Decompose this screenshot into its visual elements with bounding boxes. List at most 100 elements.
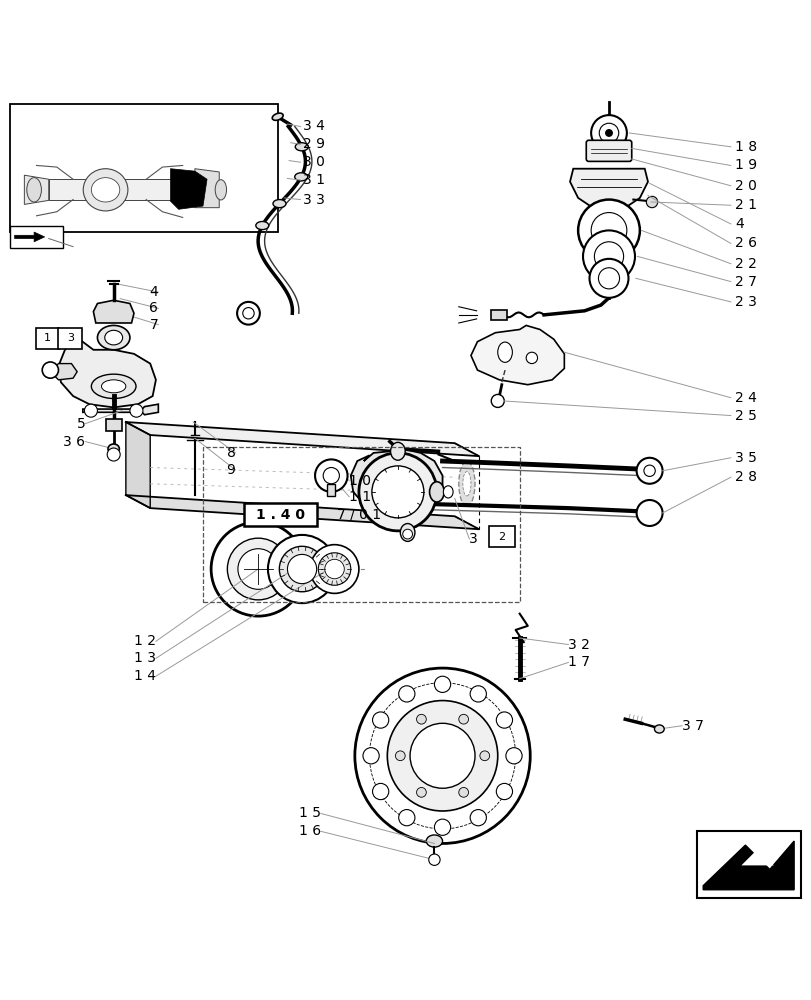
Circle shape (371, 466, 423, 518)
Circle shape (395, 751, 405, 761)
Bar (105, 419, 122, 431)
Bar (10, 104, 277, 232)
Ellipse shape (272, 113, 283, 120)
Text: 2 4: 2 4 (734, 391, 756, 405)
Circle shape (505, 748, 521, 764)
Text: 3 1: 3 1 (303, 173, 324, 187)
Circle shape (416, 787, 426, 797)
Circle shape (582, 230, 634, 282)
Text: 2 2: 2 2 (734, 257, 756, 271)
Circle shape (458, 787, 468, 797)
Ellipse shape (83, 169, 128, 211)
Circle shape (470, 686, 486, 702)
Circle shape (590, 115, 626, 151)
Ellipse shape (654, 725, 663, 733)
Text: 2 0: 2 0 (734, 179, 756, 193)
Text: 1 7: 1 7 (568, 655, 590, 669)
Circle shape (594, 242, 623, 271)
Circle shape (590, 213, 626, 248)
Text: 1 2: 1 2 (134, 634, 156, 648)
Polygon shape (126, 495, 478, 529)
Polygon shape (126, 422, 478, 456)
Ellipse shape (443, 486, 453, 498)
Circle shape (238, 549, 278, 589)
Ellipse shape (272, 200, 285, 208)
Circle shape (323, 468, 339, 484)
Circle shape (358, 453, 436, 531)
Polygon shape (58, 338, 156, 407)
Circle shape (458, 714, 468, 724)
Ellipse shape (295, 143, 308, 151)
Circle shape (372, 712, 388, 728)
Ellipse shape (390, 442, 405, 460)
Ellipse shape (27, 178, 41, 202)
Ellipse shape (497, 342, 512, 362)
Polygon shape (470, 325, 564, 385)
Polygon shape (50, 364, 77, 380)
Circle shape (398, 810, 414, 826)
Circle shape (496, 783, 512, 800)
Ellipse shape (215, 180, 226, 200)
Text: 2 7: 2 7 (734, 275, 756, 289)
Text: 7: 7 (149, 318, 158, 332)
Circle shape (643, 465, 654, 476)
Circle shape (242, 308, 254, 319)
Circle shape (598, 268, 619, 289)
Text: 3: 3 (67, 333, 74, 343)
Circle shape (470, 810, 486, 826)
Text: 1 5: 1 5 (298, 806, 320, 820)
Ellipse shape (105, 330, 122, 345)
Ellipse shape (97, 325, 130, 350)
Text: 8: 8 (226, 446, 235, 460)
Ellipse shape (294, 173, 307, 181)
Text: 1 0: 1 0 (349, 474, 371, 488)
Text: 7 / 0 1: 7 / 0 1 (337, 508, 380, 522)
Bar (491, 310, 507, 320)
Circle shape (599, 123, 618, 143)
Ellipse shape (108, 444, 119, 454)
Bar (49, 179, 207, 200)
Circle shape (324, 559, 344, 579)
Text: 1 1: 1 1 (349, 490, 371, 504)
Circle shape (636, 500, 662, 526)
Text: 1: 1 (44, 333, 51, 343)
Circle shape (287, 554, 316, 584)
Ellipse shape (426, 835, 442, 847)
Text: 1 . 4 0: 1 . 4 0 (255, 508, 304, 522)
FancyBboxPatch shape (58, 328, 82, 349)
Polygon shape (170, 169, 207, 209)
Text: 1 6: 1 6 (298, 824, 320, 838)
Circle shape (279, 546, 324, 592)
Text: 3 7: 3 7 (681, 719, 703, 733)
Polygon shape (740, 849, 773, 865)
Circle shape (84, 404, 97, 417)
Circle shape (363, 748, 379, 764)
Circle shape (636, 458, 662, 484)
Circle shape (646, 196, 657, 208)
Polygon shape (93, 300, 134, 323)
Text: 4: 4 (149, 285, 158, 299)
Text: 3 0: 3 0 (303, 155, 324, 169)
Text: 3 2: 3 2 (568, 638, 590, 652)
Circle shape (372, 783, 388, 800)
Text: 2 3: 2 3 (734, 295, 756, 309)
Circle shape (434, 676, 450, 692)
Circle shape (605, 130, 611, 136)
Text: 1 4: 1 4 (134, 669, 156, 683)
Text: 2 8: 2 8 (734, 470, 756, 484)
FancyBboxPatch shape (586, 140, 631, 161)
Text: 2 6: 2 6 (734, 236, 756, 250)
Ellipse shape (462, 472, 470, 496)
Circle shape (496, 712, 512, 728)
Text: 2 9: 2 9 (303, 137, 324, 151)
Text: 3 5: 3 5 (734, 451, 756, 465)
Text: 3 3: 3 3 (303, 193, 324, 207)
Circle shape (107, 448, 120, 461)
Text: 3 6: 3 6 (63, 435, 85, 449)
Ellipse shape (91, 178, 120, 202)
Ellipse shape (91, 374, 135, 398)
Bar (203, 447, 519, 601)
Circle shape (434, 819, 450, 835)
Bar (49, 179, 207, 200)
Polygon shape (83, 404, 158, 415)
